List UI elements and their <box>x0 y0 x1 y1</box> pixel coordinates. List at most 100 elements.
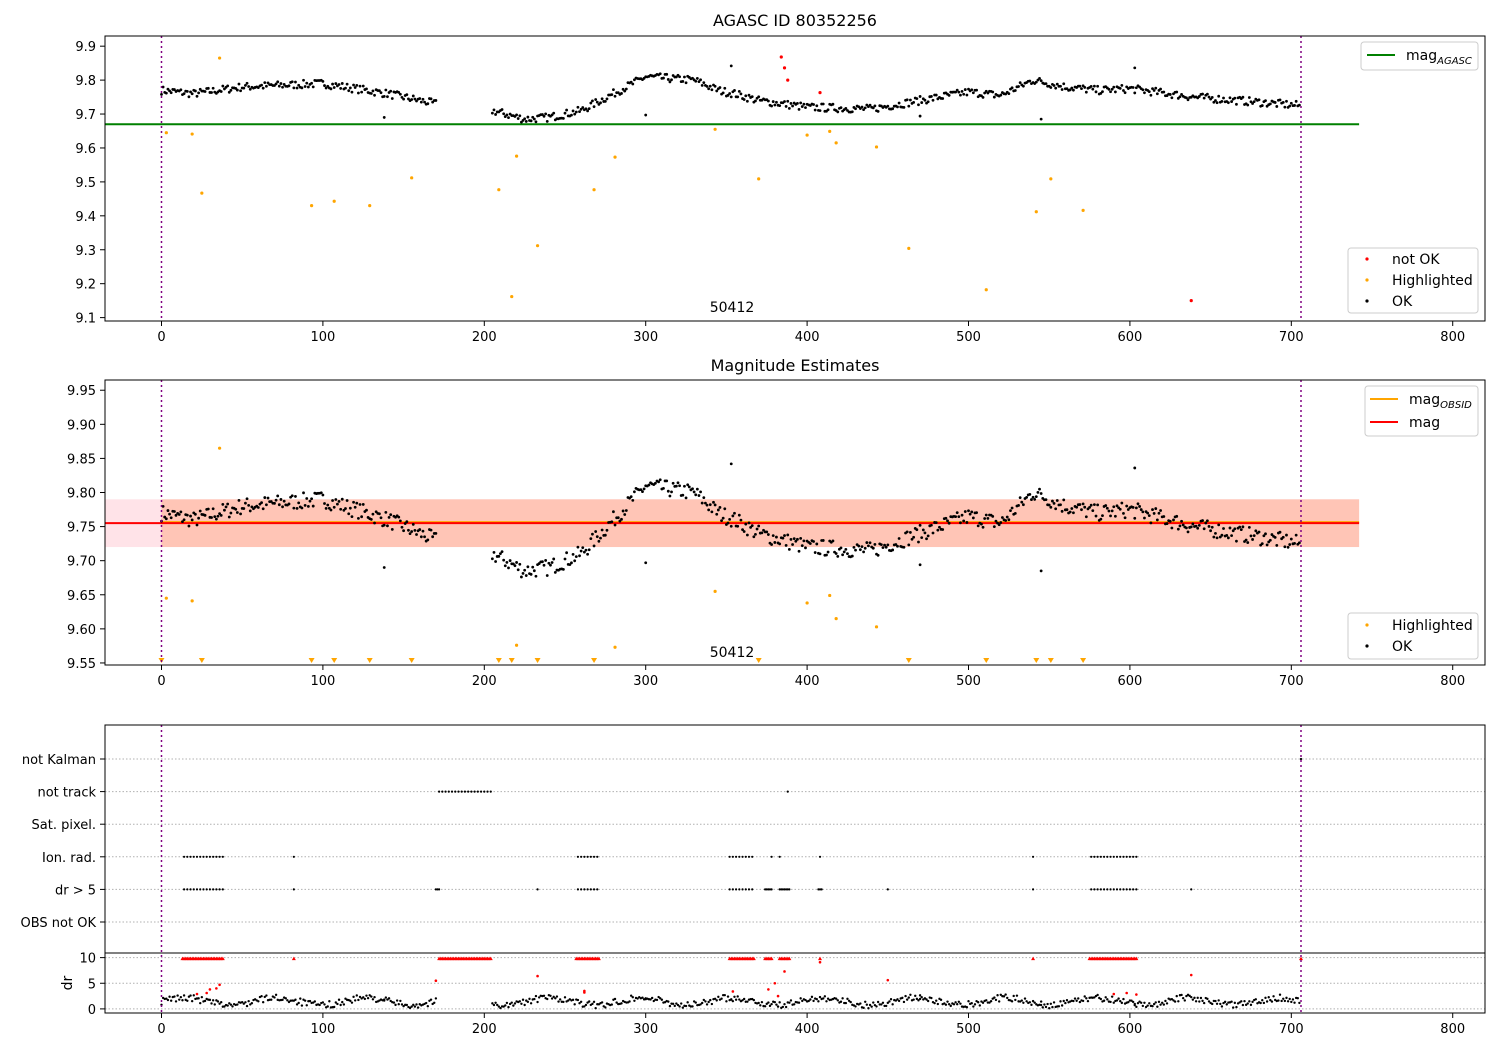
flag-point <box>450 790 454 793</box>
ok-point <box>736 95 740 99</box>
ok-point <box>300 506 304 510</box>
dr-point <box>339 1003 342 1007</box>
x-tick-label: 300 <box>633 330 658 345</box>
highlighted-below-marker <box>534 658 541 663</box>
dr-point <box>366 996 370 1000</box>
ok-point <box>418 97 422 100</box>
ok-point <box>352 500 355 504</box>
ok-point <box>915 528 919 532</box>
dr-point <box>1057 1005 1061 1008</box>
ok-point <box>744 94 748 98</box>
flag-point <box>744 855 747 858</box>
ok-point <box>1288 104 1292 108</box>
ok-point <box>352 83 355 87</box>
ok-point <box>515 561 518 564</box>
dr-point <box>1015 994 1019 997</box>
ok-point <box>797 549 801 553</box>
ok-point <box>1185 526 1188 530</box>
legend-mag-agasc: magAGASC <box>1406 48 1472 67</box>
ok-point <box>1283 105 1287 109</box>
dr-point <box>1199 996 1203 1000</box>
dr-point <box>649 998 652 1001</box>
ok-point <box>1141 510 1145 514</box>
legend-mag: mag <box>1409 415 1440 431</box>
dr-point <box>849 1000 852 1004</box>
ok-point <box>697 494 701 497</box>
ok-point <box>1020 500 1024 504</box>
flag-point <box>486 790 489 793</box>
ok-point <box>826 108 830 112</box>
ok-point <box>1149 521 1153 525</box>
ok-point <box>1294 99 1298 103</box>
dr-point <box>1096 993 1099 997</box>
not-ok-point <box>1189 299 1193 303</box>
dr-point <box>228 1002 231 1005</box>
ok-point <box>999 521 1003 524</box>
ok-point <box>345 499 349 502</box>
dr-point <box>507 1005 510 1009</box>
ok-point <box>755 527 759 531</box>
dr-point <box>373 995 376 999</box>
ok-point <box>490 111 494 115</box>
ok-point <box>587 107 591 110</box>
y-tick-label: 9.3 <box>75 244 96 259</box>
flag-point <box>1112 855 1115 858</box>
flag-point <box>886 888 889 891</box>
ok-point <box>633 490 636 494</box>
ok-point <box>1260 104 1264 107</box>
ok-point <box>1109 90 1112 94</box>
dr-point <box>1059 1000 1062 1003</box>
ok-point <box>876 553 880 557</box>
dr-point <box>757 1001 760 1005</box>
dr-point <box>186 999 189 1002</box>
ok-point <box>825 553 828 557</box>
ok-point <box>1131 86 1135 89</box>
ok-point <box>1185 96 1188 100</box>
dr-point <box>552 995 555 999</box>
ok-point <box>744 522 748 526</box>
ok-point <box>239 89 242 93</box>
dr-point <box>1249 1003 1253 1007</box>
dr-point <box>875 1005 878 1008</box>
flag-point <box>592 888 596 891</box>
dr-flagged-point <box>536 974 539 978</box>
dr-point <box>223 1005 226 1008</box>
ok-point <box>279 498 283 501</box>
flag-point <box>586 888 589 891</box>
dr-point <box>1020 999 1023 1002</box>
ok-point <box>642 487 646 491</box>
ok-point <box>909 98 912 102</box>
x-tick-label: 400 <box>795 330 820 345</box>
ok-point <box>729 524 733 528</box>
dr-point <box>667 1000 670 1003</box>
highlighted-point <box>757 177 761 181</box>
ok-point <box>841 553 845 557</box>
dr-point <box>784 1005 788 1009</box>
ok-point <box>968 512 972 516</box>
ok-point <box>1278 530 1282 534</box>
dr-point <box>655 998 659 1002</box>
x-tick-label: 200 <box>472 674 497 689</box>
ok-point <box>206 507 210 511</box>
ok-point <box>1265 543 1269 547</box>
dr-point <box>578 1002 581 1005</box>
ok-point <box>549 563 552 567</box>
dr-point <box>933 1001 936 1005</box>
ok-point <box>839 546 843 550</box>
ok-point <box>1162 90 1166 94</box>
flag-point <box>1090 855 1093 858</box>
dr-point <box>905 998 909 1001</box>
flag-point <box>186 855 189 858</box>
ok-point <box>907 543 911 547</box>
ok-point <box>905 530 909 534</box>
ok-point <box>185 89 189 93</box>
dr-point <box>412 1003 415 1007</box>
dr-point <box>350 1001 354 1004</box>
ok-point <box>591 99 594 103</box>
ok-point <box>674 484 678 488</box>
highlighted-point <box>1049 177 1053 181</box>
dr-point <box>1240 1000 1243 1003</box>
ok-point <box>1010 86 1014 90</box>
ok-point <box>844 107 848 110</box>
dr-point <box>1288 997 1291 1001</box>
